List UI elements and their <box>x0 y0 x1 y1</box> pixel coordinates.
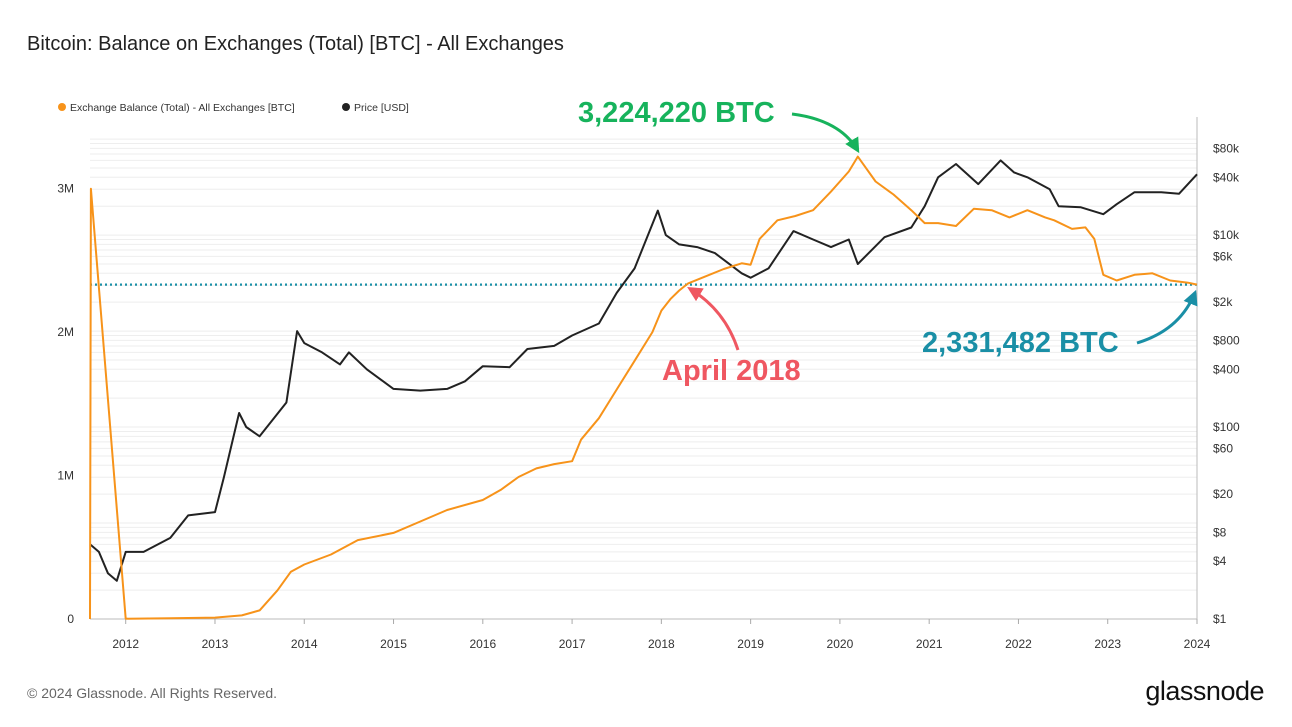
annotations: 3,224,220 BTC April 2018 2,331,482 BTC <box>578 97 1198 387</box>
grid-lines <box>90 138 1197 620</box>
series-layer <box>89 155 1198 620</box>
x-tick-label: 2020 <box>827 637 854 651</box>
annotation-peak-arrow <box>791 112 860 154</box>
axes: 2012 2013 2014 2015 2016 2017 2018 2019 2020 2021… <box>57 117 1240 651</box>
legend-marker <box>58 103 66 111</box>
annotation-april-arrow <box>687 287 740 351</box>
series-line-price <box>89 159 1198 582</box>
y-right-tick-label: $8 <box>1213 525 1227 539</box>
y-right-tick-label: $6k <box>1213 249 1233 263</box>
y-right-tick-label: $4 <box>1213 554 1227 568</box>
y-right-tick-label: $400 <box>1213 362 1240 376</box>
y-right-tick-label: $2k <box>1213 295 1233 309</box>
y-right-tick-label: $40k <box>1213 170 1240 184</box>
legend-marker <box>342 103 350 111</box>
y-right-tick-label: $100 <box>1213 420 1240 434</box>
y-right-tick-label: $1 <box>1213 612 1227 626</box>
x-tick-label: 2023 <box>1094 637 1121 651</box>
x-tick-label: 2018 <box>648 637 675 651</box>
x-tick-label: 2024 <box>1184 637 1211 651</box>
y-left-tick-label: 0 <box>67 612 74 626</box>
legend-label: Exchange Balance (Total) - All Exchanges… <box>70 102 295 114</box>
x-tick-label: 2013 <box>202 637 229 651</box>
annotation-current-label: 2,331,482 BTC <box>922 327 1119 359</box>
legend-label: Price [USD] <box>354 102 409 114</box>
annotation-april-label: April 2018 <box>662 355 801 387</box>
x-tick-label: 2014 <box>291 637 318 651</box>
x-tick-label: 2021 <box>916 637 943 651</box>
y-left-tick-label: 3M <box>57 182 74 196</box>
series-line-exchange-balance <box>89 155 1198 620</box>
annotation-peak-label: 3,224,220 BTC <box>578 97 775 129</box>
x-tick-label: 2012 <box>112 637 139 651</box>
x-tick-label: 2015 <box>380 637 407 651</box>
y-right-tick-label: $20 <box>1213 487 1233 501</box>
x-tick-label: 2016 <box>469 637 496 651</box>
x-tick-label: 2019 <box>737 637 764 651</box>
chart-title: Bitcoin: Balance on Exchanges (Total) [B… <box>27 33 564 55</box>
x-tick-label: 2017 <box>559 637 586 651</box>
glassnode-logo: glassnode <box>1145 676 1264 706</box>
legend: Exchange Balance (Total) - All Exchanges… <box>58 102 409 114</box>
y-right-tick-label: $10k <box>1213 228 1240 242</box>
y-left-tick-label: 2M <box>57 325 74 339</box>
x-tick-label: 2022 <box>1005 637 1032 651</box>
y-right-tick-label: $800 <box>1213 333 1240 347</box>
y-left-tick-label: 1M <box>57 469 74 483</box>
copyright-text: © 2024 Glassnode. All Rights Reserved. <box>27 685 278 701</box>
y-right-tick-label: $60 <box>1213 441 1233 455</box>
annotation-current-arrow <box>1136 289 1198 345</box>
y-right-tick-label: $80k <box>1213 141 1240 155</box>
